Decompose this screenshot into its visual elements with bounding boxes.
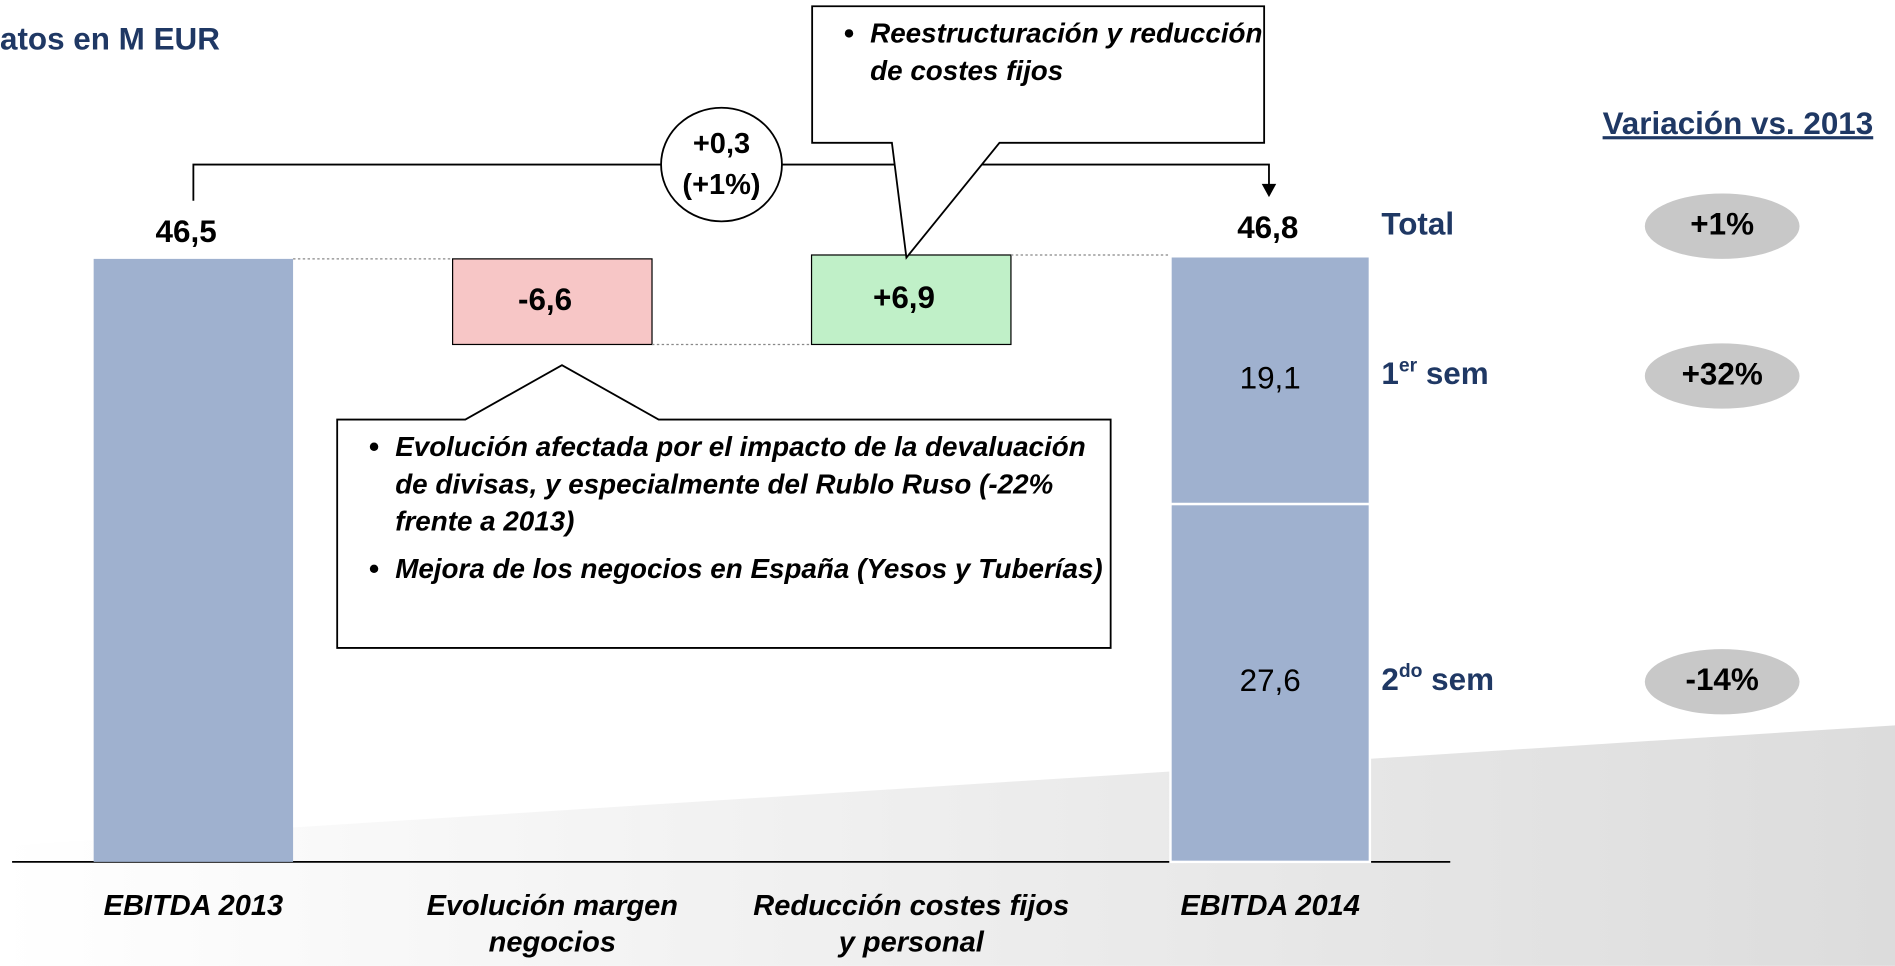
callout-item: Mejora de los negocios en España (Yesos … — [395, 550, 1110, 587]
callout-box — [336, 364, 1112, 649]
segment-name: 1er sem — [1381, 355, 1488, 391]
variation-pill — [1644, 193, 1800, 259]
x-tick-label: EBITDA 2014 — [1180, 889, 1360, 923]
x-tick-label-text: EBITDA 2014 — [1180, 889, 1360, 923]
value-label: +6,9 — [873, 280, 935, 315]
bar — [93, 258, 294, 862]
arrow-head — [1261, 183, 1277, 198]
bar — [810, 254, 1012, 346]
variation-title: Variación vs. 2013 — [1603, 106, 1874, 141]
name-part: 1 — [1381, 356, 1398, 391]
callout-box — [811, 5, 1266, 260]
value-label: 46,8 — [1237, 210, 1298, 245]
callout-text: Evolución afectada por el impacto de la … — [337, 428, 1110, 588]
segment-label: 27,6 — [1240, 663, 1301, 698]
subtitle: atos en M EUR — [0, 22, 220, 57]
callout: Reestructuración y reducción de costes f… — [812, 15, 1264, 148]
callout-list: Evolución afectada por el impacto de la … — [337, 428, 1110, 588]
callout-text: Reestructuración y reducción de costes f… — [812, 15, 1264, 90]
variation-value: +1% — [1690, 206, 1754, 241]
name-part: er — [1399, 355, 1418, 376]
background — [0, 725, 1895, 966]
segment-name: 2do sem — [1381, 661, 1494, 697]
x-tick-label-text: Reducción costes fijos y personal — [753, 889, 1070, 959]
callout-list: Reestructuración y reducción de costes f… — [812, 15, 1264, 90]
variation-pill — [1644, 649, 1800, 715]
change-label: +0,3 — [693, 128, 750, 160]
segment-label: 19,1 — [1240, 360, 1301, 395]
name-part: 2 — [1381, 662, 1398, 697]
value-label: -6,6 — [518, 282, 572, 317]
variation-pill — [1644, 343, 1800, 409]
x-tick-label: Evolución margen negocios — [426, 889, 679, 959]
name-part: do — [1399, 661, 1423, 682]
segment — [1169, 255, 1372, 506]
x-tick-label-text: Evolución margen negocios — [426, 889, 679, 959]
name-part: sem — [1417, 356, 1489, 391]
x-tick-label: EBITDA 2013 — [103, 889, 284, 923]
total-name: Total — [1381, 206, 1454, 241]
value-label: 46,5 — [156, 214, 217, 249]
change-bubble — [660, 106, 783, 223]
x-tick-label-text: EBITDA 2013 — [103, 889, 284, 923]
change-pct: (+1%) — [682, 169, 760, 201]
variation-value: +32% — [1682, 356, 1763, 391]
bar — [451, 258, 653, 346]
variation-value: -14% — [1686, 662, 1759, 697]
callout: Evolución afectada por el impacto de la … — [337, 428, 1110, 646]
x-tick-label: Reducción costes fijos y personal — [753, 889, 1070, 959]
segment — [1169, 502, 1372, 864]
callout-item: Evolución afectada por el impacto de la … — [395, 428, 1110, 540]
callout-item: Reestructuración y reducción de costes f… — [870, 15, 1264, 90]
name-part: sem — [1422, 662, 1494, 697]
